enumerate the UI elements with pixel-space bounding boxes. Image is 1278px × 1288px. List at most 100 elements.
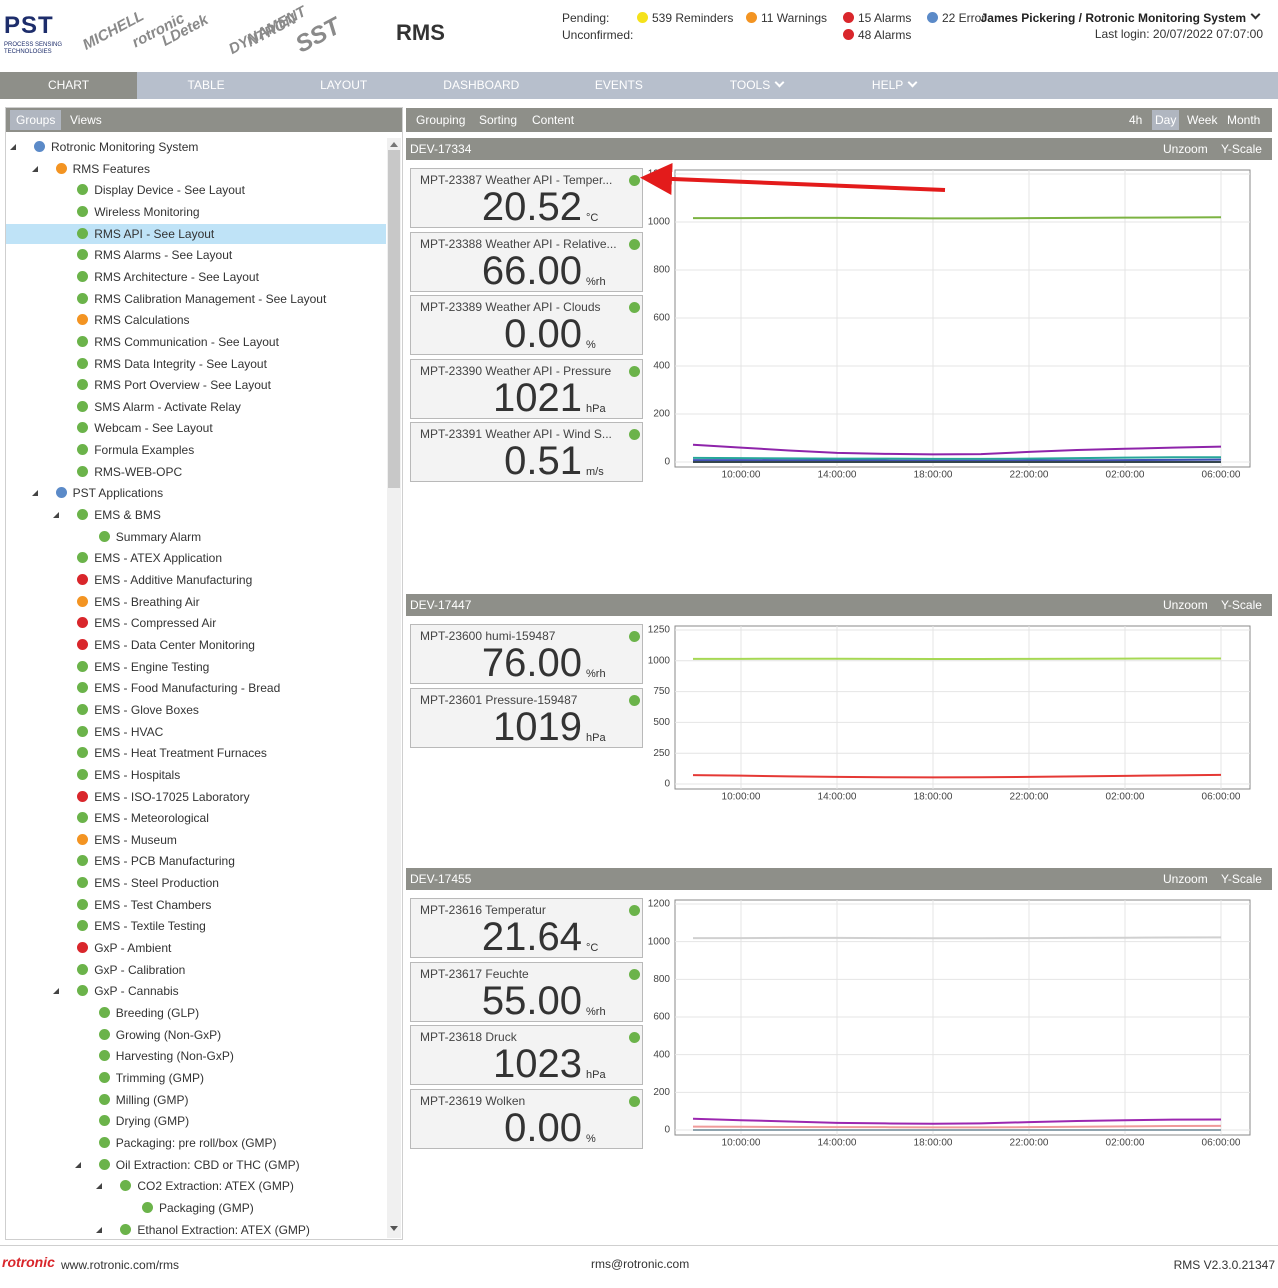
tree-label[interactable]: Trimming (GMP) — [115, 1070, 205, 1085]
nav-label[interactable]: CHART — [47, 78, 90, 92]
tree-item[interactable]: Webcam - See Layout — [6, 418, 386, 438]
sensor-card[interactable]: MPT-23387 Weather API - Temper... 20.52 °C — [410, 168, 643, 229]
sidebar-tab[interactable]: Views — [70, 113, 102, 127]
nav-item[interactable]: EVENTS — [550, 72, 687, 99]
sensor-card[interactable]: MPT-23618 Druck 1023 hPa — [410, 1025, 643, 1086]
tree-item[interactable]: Packaging: pre roll/box (GMP) — [6, 1133, 386, 1153]
tree-label[interactable]: EMS - ISO-17025 Laboratory — [94, 789, 250, 804]
expander[interactable] — [31, 165, 38, 172]
tree-item[interactable]: EMS - Breathing Air — [6, 592, 386, 612]
tree-label[interactable]: RMS API - See Layout — [94, 226, 215, 241]
tree-label[interactable]: EMS - PCB Manufacturing — [94, 854, 235, 869]
tree-item[interactable]: Milling (GMP) — [6, 1090, 386, 1110]
tree-item[interactable]: Formula Examples — [6, 440, 386, 460]
nav-label[interactable]: TABLE — [187, 78, 225, 92]
tree-label[interactable]: EMS - Glove Boxes — [94, 702, 199, 717]
tree-item[interactable]: EMS - Food Manufacturing - Bread — [6, 678, 386, 698]
tree-item[interactable]: EMS - Compressed Air — [6, 613, 386, 633]
tree-label[interactable]: EMS - Textile Testing — [94, 919, 206, 934]
sidebar-tab[interactable]: Groups — [10, 110, 62, 130]
tree-item[interactable]: Packaging (GMP) — [6, 1198, 386, 1218]
nav-label[interactable]: HELP — [871, 78, 904, 92]
tree-item[interactable]: SMS Alarm - Activate Relay — [6, 397, 386, 417]
tree-item[interactable]: RMS Calculations — [6, 310, 386, 330]
tree-label[interactable]: EMS - Museum — [94, 832, 177, 847]
tree-item[interactable]: CO2 Extraction: ATEX (GMP) — [6, 1176, 386, 1196]
status-count[interactable]: 11 Warnings — [761, 11, 828, 25]
tree-label[interactable]: EMS - Breathing Air — [94, 594, 200, 609]
tree-item[interactable]: RMS Communication - See Layout — [6, 332, 386, 352]
expander[interactable] — [53, 988, 60, 995]
tree-label[interactable]: Packaging: pre roll/box (GMP) — [115, 1135, 277, 1150]
tree-item[interactable]: Harvesting (Non-GxP) — [6, 1046, 386, 1066]
tree-item[interactable]: EMS - Glove Boxes — [6, 700, 386, 720]
tree-label[interactable]: EMS - Compressed Air — [94, 616, 217, 631]
tree-item[interactable]: GxP - Ambient — [6, 938, 386, 958]
tree-item[interactable]: Oil Extraction: CBD or THC (GMP) — [6, 1155, 386, 1175]
tree-label[interactable]: GxP - Ambient — [94, 941, 172, 956]
status-count[interactable]: 539 Reminders — [652, 11, 734, 25]
tree-label[interactable]: Oil Extraction: CBD or THC (GMP) — [115, 1157, 300, 1172]
tree-item[interactable]: Growing (Non-GxP) — [6, 1025, 386, 1045]
tree-item[interactable]: Display Device - See Layout — [6, 180, 386, 200]
tree-item[interactable]: EMS - Heat Treatment Furnaces — [6, 743, 386, 763]
tree-item[interactable]: RMS-WEB-OPC — [6, 462, 386, 482]
nav-item[interactable]: CHART — [0, 72, 137, 99]
status-count[interactable]: 15 Alarms — [858, 11, 912, 25]
toolbar-button[interactable]: Sorting — [479, 113, 518, 127]
expander[interactable] — [53, 512, 60, 519]
device-action[interactable]: Y-Scale — [1221, 598, 1262, 612]
sensor-card[interactable]: MPT-23619 Wolken 0.00% — [410, 1088, 643, 1150]
tree-label[interactable]: EMS - Data Center Monitoring — [94, 637, 255, 652]
tree-item[interactable]: EMS - Engine Testing — [6, 657, 386, 677]
nav-item[interactable]: LAYOUT — [275, 72, 412, 99]
tree-label[interactable]: Webcam - See Layout — [94, 421, 213, 436]
nav-label[interactable]: LAYOUT — [320, 78, 368, 92]
nav-label[interactable]: EVENTS — [594, 78, 643, 92]
tree-item[interactable]: EMS - Data Center Monitoring — [6, 635, 386, 655]
tree-label[interactable]: Harvesting (Non-GxP) — [115, 1049, 234, 1064]
nav-item[interactable]: TOOLS — [688, 72, 825, 99]
tree-item[interactable]: RMS Architecture - See Layout — [6, 267, 386, 287]
tree-label[interactable]: EMS - HVAC — [94, 724, 164, 739]
status-count[interactable]: 22 Error — [942, 11, 986, 25]
device-action[interactable]: Unzoom — [1163, 872, 1208, 886]
tree-label[interactable]: EMS - ATEX Application — [94, 551, 223, 566]
tree-item[interactable]: PST Applications — [6, 483, 386, 503]
tree-label[interactable]: Rotronic Monitoring System — [51, 140, 199, 154]
range-button[interactable]: Day — [1152, 110, 1180, 130]
tree-label[interactable]: PST Applications — [72, 486, 164, 501]
range-button[interactable]: 4h — [1129, 113, 1143, 127]
tree-label[interactable]: Wireless Monitoring — [94, 204, 200, 219]
footer-website[interactable]: www.rotronic.com/rms — [61, 1258, 180, 1272]
tree-label[interactable]: RMS Architecture - See Layout — [94, 269, 259, 284]
toolbar-button[interactable]: Content — [532, 113, 575, 127]
user-name[interactable]: James Pickering / Rotronic Monitoring Sy… — [980, 11, 1246, 25]
scroll-thumb[interactable] — [388, 150, 400, 488]
device-action[interactable]: Unzoom — [1163, 598, 1208, 612]
sensor-card[interactable]: MPT-23600 humi-159487 76.00 %rh — [410, 624, 643, 685]
tree-label[interactable]: RMS Data Integrity - See Layout — [94, 356, 267, 371]
sensor-card[interactable]: MPT-23389 Weather API - Clouds 0.00% — [410, 295, 643, 356]
footer-email[interactable]: rms@rotronic.com — [591, 1257, 690, 1271]
tree-item[interactable]: RMS Features — [6, 159, 386, 179]
tree-label[interactable]: RMS-WEB-OPC — [94, 464, 183, 479]
tree-label[interactable]: Growing (Non-GxP) — [115, 1027, 222, 1042]
scroll-down[interactable] — [390, 1226, 398, 1231]
tree-item[interactable]: EMS - ATEX Application — [6, 548, 386, 568]
expander[interactable] — [31, 490, 38, 497]
sensor-card[interactable]: MPT-23617 Feuchte 55.00 %rh — [410, 961, 643, 1023]
tree-item[interactable]: Ethanol Extraction: ATEX (GMP) — [6, 1220, 386, 1240]
tree-label[interactable]: EMS - Steel Production — [94, 876, 219, 891]
tree-item[interactable]: GxP - Calibration — [6, 960, 386, 980]
tree-label[interactable]: CO2 Extraction: ATEX (GMP) — [137, 1179, 294, 1194]
tree-item[interactable]: EMS - Textile Testing — [6, 916, 386, 936]
tree-label[interactable]: Formula Examples — [94, 443, 195, 458]
expander[interactable] — [74, 1161, 81, 1168]
sensor-card[interactable]: MPT-23391 Weather API - Wind S... 0.51 m/s — [410, 422, 643, 483]
tree-label[interactable]: Summary Alarm — [115, 529, 202, 544]
tree-label[interactable]: Milling (GMP) — [115, 1092, 189, 1107]
tree-label[interactable]: EMS - Meteorological — [94, 811, 209, 826]
tree-item[interactable]: EMS - PCB Manufacturing — [6, 851, 386, 871]
expander[interactable] — [96, 1183, 103, 1190]
